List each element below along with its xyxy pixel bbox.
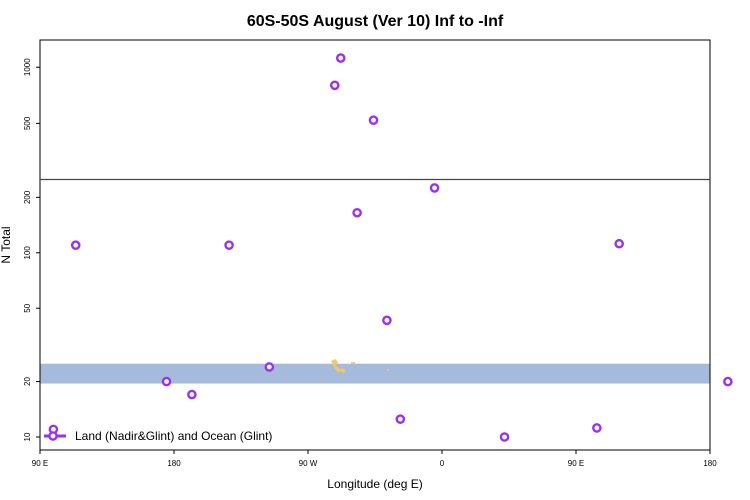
plot-frame bbox=[39, 39, 711, 451]
x-tick-label: 90 W bbox=[299, 459, 318, 468]
land-marks bbox=[331, 359, 389, 373]
data-point bbox=[429, 183, 440, 193]
data-point bbox=[592, 423, 602, 433]
legend-marker bbox=[48, 431, 58, 441]
data-point bbox=[499, 432, 510, 442]
y-tick-label: 20 bbox=[23, 377, 32, 386]
x-tick-label: 90 E bbox=[568, 459, 584, 468]
data-point bbox=[264, 362, 275, 372]
y-axis-label: N Total bbox=[0, 226, 13, 263]
y-tick-label: 50 bbox=[23, 303, 32, 312]
data-point bbox=[368, 115, 379, 125]
x-tick-label: 0 bbox=[440, 459, 445, 468]
data-point bbox=[224, 240, 234, 250]
legend-label: Land (Nadir&Glint) and Ocean (Glint) bbox=[75, 429, 272, 443]
y-tick-label: 10 bbox=[23, 432, 32, 441]
x-tick-label: 180 bbox=[703, 459, 717, 468]
chart-title: 60S-50S August (Ver 10) Inf to -Inf bbox=[247, 13, 504, 30]
x-tick-label: 90 E bbox=[32, 459, 48, 468]
x-tick-label: 180 bbox=[167, 459, 181, 468]
data-point bbox=[187, 389, 197, 400]
data-point bbox=[161, 376, 172, 387]
data-point bbox=[335, 53, 346, 63]
legend: Land (Nadir&Glint) and Ocean (Glint) bbox=[44, 429, 272, 443]
y-tick-label: 1000 bbox=[23, 58, 32, 76]
x-axis-ticks: 90 E 180 90 W 0 90 E 180 bbox=[32, 450, 717, 468]
data-point bbox=[352, 207, 362, 218]
data-point bbox=[723, 376, 733, 387]
y-tick-label: 100 bbox=[23, 246, 32, 260]
y-tick-label: 500 bbox=[23, 116, 32, 130]
highlight-band bbox=[40, 363, 710, 384]
data-point bbox=[395, 414, 406, 424]
x-axis-label: Longitude (deg E) bbox=[327, 477, 422, 491]
data-point bbox=[329, 80, 340, 91]
y-axis-ticks: 10 20 50 100 200 500 1000 bbox=[23, 58, 40, 441]
y-tick-label: 200 bbox=[23, 190, 32, 204]
data-point bbox=[614, 238, 624, 249]
data-point bbox=[382, 315, 392, 326]
data-points bbox=[48, 53, 733, 442]
data-point bbox=[70, 240, 81, 250]
